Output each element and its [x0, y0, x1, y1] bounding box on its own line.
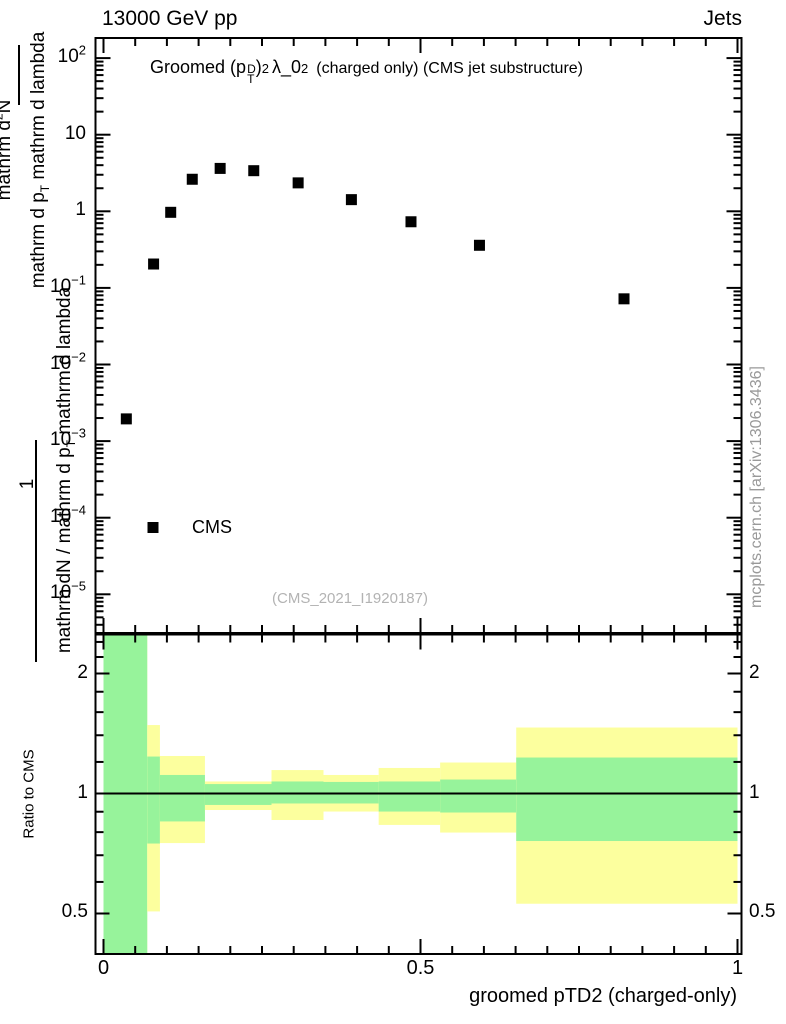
title-obs-sup: D	[247, 62, 256, 76]
y-axis-frag: N	[0, 100, 15, 114]
data-point	[292, 177, 304, 189]
y-axis-frag: mathrm d	[0, 120, 15, 201]
x-axis-tick-label: 1	[731, 957, 744, 979]
ratio-tick-label-right: 0.5	[749, 901, 776, 923]
ratio-axis-title: Ratio to CMS	[20, 749, 38, 839]
y-axis-tick-label: 10−1	[50, 272, 86, 297]
data-point	[214, 162, 226, 174]
ratio-tick-label-left: 1	[77, 781, 88, 803]
jets-label: Jets	[703, 7, 742, 30]
y-axis-tick-label: 10−5	[50, 578, 86, 604]
data-point	[148, 258, 160, 270]
y-axis-frag-sub: T	[37, 184, 52, 193]
y-axis-frag: mathrm dN / mathrm d p	[54, 447, 75, 654]
x-axis-tick-label: 0.5	[406, 957, 435, 979]
title-obs-sub: T	[247, 72, 255, 86]
ratio-tick-label-right: 2	[749, 661, 760, 683]
data-point	[345, 194, 357, 206]
title-obs-close: )	[255, 57, 262, 77]
y-axis-tick-label: 10	[64, 122, 86, 144]
data-point	[248, 165, 260, 177]
title-lambda: λ_0	[271, 57, 301, 77]
legend-label-cms: CMS	[192, 517, 232, 537]
beam-energy-label: 13000 GeV pp	[102, 7, 238, 30]
uncertainty-band-inner	[516, 757, 738, 842]
y-axis-frag-sup: 2	[0, 113, 6, 120]
uncertainty-band-inner	[440, 779, 517, 813]
data-point	[618, 293, 630, 305]
plot-title: Groomed (p D T ) 2 λ_0 2 (charged only) …	[150, 57, 583, 86]
title-obs-stack: D T	[247, 62, 256, 86]
data-point	[165, 206, 177, 218]
watermark-analysis-id: (CMS_2021_I1920187)	[272, 590, 428, 607]
data-point	[120, 413, 132, 425]
data-point	[405, 216, 417, 228]
fraction-bar-bottom	[35, 440, 37, 662]
y-axis-tick-label: 102	[57, 42, 86, 68]
uncertainty-band-inner	[271, 781, 324, 804]
data-point	[186, 173, 198, 185]
mcplots-arxiv-note: mcplots.cern.ch [arXiv:1306.3436]	[748, 366, 765, 608]
x-axis-title: groomed pTD2 (charged-only)	[469, 985, 737, 1007]
y-axis-tick-label: 10−4	[50, 502, 86, 527]
ratio-tick-label-right: 1	[749, 781, 760, 803]
uncertainty-band-inner	[147, 756, 160, 844]
y-axis-title-denominator1: mathrm d pT mathrm d lambda	[28, 32, 52, 289]
ratio-tick-label-left: 2	[77, 661, 88, 683]
uncertainty-band-inner	[159, 774, 205, 822]
ratio-tick-label-left: 0.5	[61, 901, 88, 923]
uncertainty-band-inner	[378, 781, 441, 812]
data-point	[473, 239, 485, 251]
y-axis-tick-label: 10−2	[50, 349, 86, 374]
legend-marker	[147, 522, 159, 533]
y-axis-title-numerator2: mathrm d2N	[0, 100, 16, 201]
y-axis-tick-label: 10−3	[50, 425, 86, 451]
y-axis-tick-label: 1	[75, 199, 86, 221]
title-main: Groomed	[150, 57, 226, 77]
ratio-panel-frame	[94, 633, 743, 955]
main-panel-frame	[94, 37, 743, 634]
title-suffix: (charged only) (CMS jet substructure)	[316, 60, 583, 77]
fraction-bar-top	[18, 45, 20, 105]
uncertainty-band-inner	[204, 784, 272, 805]
title-obs-pre: (p	[230, 57, 247, 77]
x-axis-tick-label: 0	[97, 957, 110, 979]
